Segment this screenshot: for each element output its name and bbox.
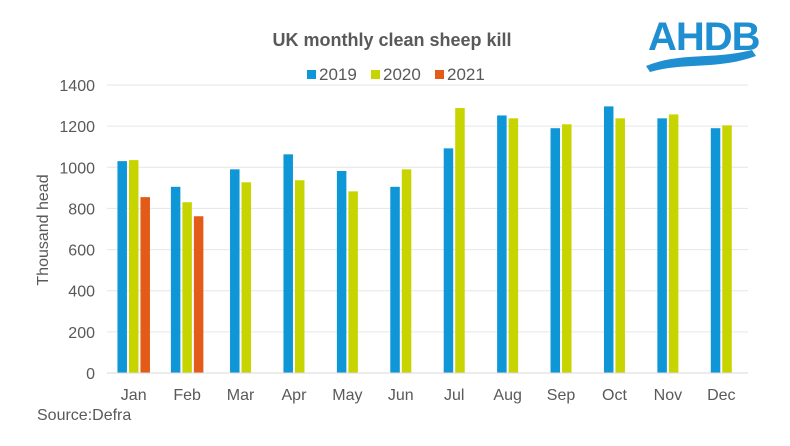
bar-2019-apr xyxy=(283,154,293,373)
bar-2019-dec xyxy=(710,128,721,373)
y-tick-label: 1000 xyxy=(59,160,95,177)
bar-2019-nov xyxy=(657,118,667,373)
y-tick-label: 800 xyxy=(68,201,95,218)
x-tick-label: Sep xyxy=(547,387,576,404)
bar-2020-apr xyxy=(294,180,305,373)
y-tick-label: 600 xyxy=(68,243,95,260)
x-tick-label: Jun xyxy=(388,387,414,404)
bar-2020-jun xyxy=(401,169,412,373)
bar-2019-oct xyxy=(603,106,614,373)
y-tick-label: 1200 xyxy=(59,119,95,136)
y-axis-ticks: 0 200 400 600 800 1000 1200 1400 xyxy=(59,78,95,383)
ahdb-logo: AHDB xyxy=(646,15,761,72)
legend-swatch-2019 xyxy=(307,70,316,79)
bar-2020-dec xyxy=(722,125,732,373)
x-tick-label: Dec xyxy=(707,387,735,404)
legend-label-2021: 2021 xyxy=(447,65,485,84)
bar-2020-aug xyxy=(508,118,519,373)
legend-swatch-2021 xyxy=(435,70,444,79)
bar-2020-jan xyxy=(128,160,139,373)
bar-2019-mar xyxy=(230,169,240,373)
x-tick-label: Oct xyxy=(602,387,627,404)
bar-2019-may xyxy=(336,170,347,373)
legend-swatch-2020 xyxy=(371,70,380,79)
logo-wave-icon xyxy=(646,50,756,72)
legend-label-2019: 2019 xyxy=(319,65,357,84)
logo-text: AHDB xyxy=(648,15,760,59)
bar-2019-aug xyxy=(497,115,507,374)
bar-2021-jan xyxy=(140,197,150,373)
y-tick-label: 400 xyxy=(68,284,95,301)
bar-2019-feb xyxy=(170,186,181,373)
x-tick-label: Apr xyxy=(282,387,308,404)
bar-2021-feb xyxy=(193,216,204,373)
y-tick-label: 0 xyxy=(86,366,95,383)
x-tick-label: Feb xyxy=(173,387,201,404)
bar-2020-nov xyxy=(668,114,679,373)
x-axis-ticks: Jan Feb Mar Apr May Jun Jul Aug Sep Oct Nov Dec xyxy=(121,387,736,404)
gridlines xyxy=(107,84,748,333)
x-tick-label: May xyxy=(332,387,362,404)
x-tick-label: Aug xyxy=(493,387,521,404)
legend: 2019 2020 2021 xyxy=(307,65,485,84)
y-tick-label: 1400 xyxy=(59,78,95,95)
bar-2019-sep xyxy=(550,128,561,373)
legend-label-2020: 2020 xyxy=(383,65,421,84)
y-tick-label: 200 xyxy=(68,325,95,342)
x-tick-label: Mar xyxy=(227,387,255,404)
chart-title: UK monthly clean sheep kill xyxy=(272,30,511,50)
x-tick-label: Nov xyxy=(654,387,682,404)
y-axis-label: Thousand head xyxy=(35,174,52,285)
bar-2020-jul xyxy=(455,108,465,373)
source-note: Source:Defra xyxy=(37,407,131,424)
bar-2020-mar xyxy=(241,182,252,373)
bars xyxy=(117,106,732,374)
bar-2019-jul xyxy=(443,148,454,373)
x-tick-label: Jan xyxy=(121,387,147,404)
x-tick-label: Jul xyxy=(444,387,464,404)
bar-2020-sep xyxy=(562,124,572,373)
bar-2019-jun xyxy=(390,186,400,373)
bar-2019-jan xyxy=(117,161,127,373)
bar-2020-may xyxy=(348,191,358,373)
bar-2020-feb xyxy=(182,202,192,373)
bar-2020-oct xyxy=(615,118,625,373)
